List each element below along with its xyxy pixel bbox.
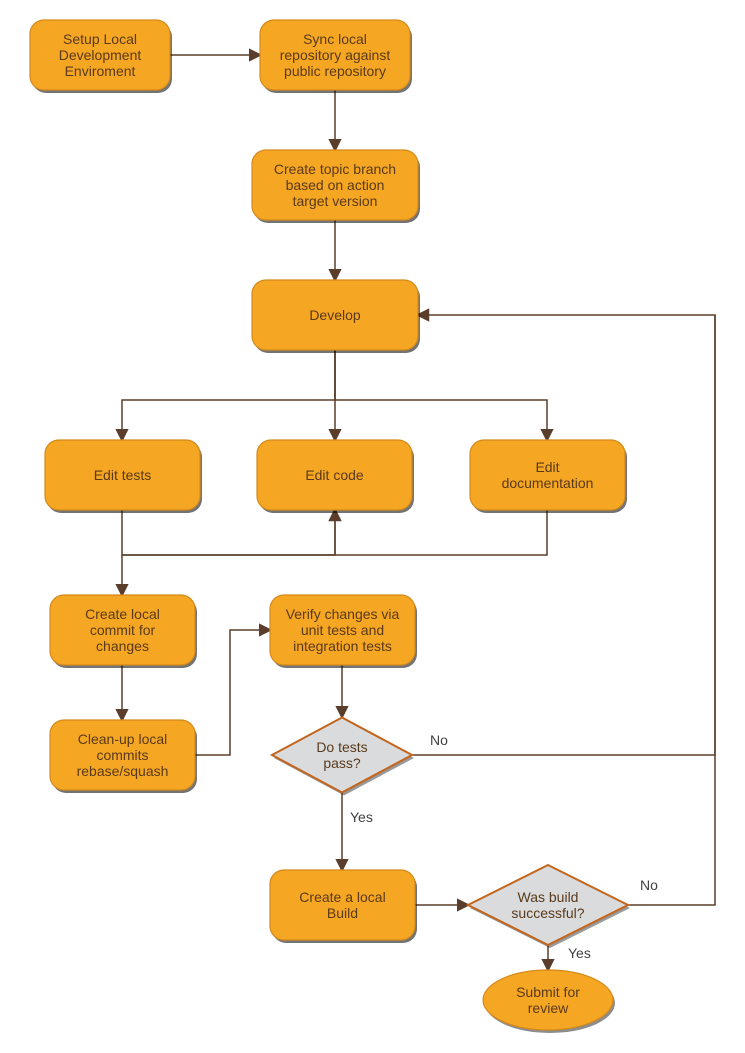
- node-setup: Setup LocalDevelopmentEnviroment: [30, 20, 172, 93]
- node-text-cleanup-line2: rebase/squash: [77, 763, 169, 779]
- node-develop: Develop: [252, 280, 420, 353]
- node-text-commit-line1: commit for: [90, 622, 156, 638]
- edge-label-testsq-build: Yes: [350, 809, 373, 825]
- node-text-verify-line2: integration tests: [293, 638, 392, 654]
- edge-label-buildq-submit: Yes: [568, 945, 591, 961]
- node-text-submit-line0: Submit for: [516, 984, 580, 1000]
- node-text-docs-line0: Edit: [535, 459, 559, 475]
- node-text-build-line1: Build: [327, 905, 358, 921]
- node-text-testsq-line0: Do tests: [316, 739, 367, 755]
- node-text-verify-line0: Verify changes via: [286, 606, 400, 622]
- node-text-commit-line0: Create local: [85, 606, 160, 622]
- flowchart-canvas: No Yes No Yes Setup LocalDevelopmentEnvirome…: [0, 0, 745, 1053]
- node-text-docs-line1: documentation: [502, 475, 594, 491]
- node-text-testsq-line1: pass?: [323, 755, 361, 771]
- node-text-buildq-line0: Was build: [518, 889, 579, 905]
- node-submit: Submit forreview: [483, 970, 615, 1033]
- node-text-cleanup-line1: commits: [96, 747, 148, 763]
- edge-label-buildq-develop: No: [640, 877, 658, 893]
- node-branch: Create topic branchbased on actiontarget…: [252, 150, 420, 223]
- node-verify: Verify changes viaunit tests andintegrat…: [270, 595, 417, 668]
- edge-label-testsq-develop: No: [430, 732, 448, 748]
- node-text-buildq-line1: successful?: [511, 905, 584, 921]
- node-text-branch-line0: Create topic branch: [274, 161, 396, 177]
- node-commit: Create localcommit forchanges: [50, 595, 197, 668]
- node-sync: Sync localrepository againstpublic repos…: [260, 20, 412, 93]
- node-text-code-line0: Edit code: [305, 467, 364, 483]
- node-text-verify-line1: unit tests and: [301, 622, 384, 638]
- node-text-setup-line1: Development: [59, 47, 142, 63]
- node-text-branch-line1: based on action: [286, 177, 385, 193]
- node-text-sync-line2: public repository: [284, 63, 386, 79]
- node-text-sync-line0: Sync local: [303, 31, 367, 47]
- node-text-sync-line1: repository against: [280, 47, 391, 63]
- node-docs: Editdocumentation: [470, 440, 627, 513]
- node-build: Create a localBuild: [270, 870, 417, 943]
- node-text-commit-line2: changes: [96, 638, 149, 654]
- node-text-branch-line2: target version: [293, 193, 378, 209]
- node-tests: Edit tests: [45, 440, 202, 513]
- node-text-develop-line0: Develop: [309, 307, 361, 323]
- node-cleanup: Clean-up localcommitsrebase/squash: [50, 720, 197, 793]
- node-text-setup-line2: Enviroment: [65, 63, 136, 79]
- node-text-build-line0: Create a local: [299, 889, 385, 905]
- node-text-cleanup-line0: Clean-up local: [78, 731, 168, 747]
- node-code: Edit code: [257, 440, 414, 513]
- node-text-tests-line0: Edit tests: [94, 467, 152, 483]
- node-text-submit-line1: review: [528, 1000, 569, 1016]
- node-text-setup-line0: Setup Local: [63, 31, 137, 47]
